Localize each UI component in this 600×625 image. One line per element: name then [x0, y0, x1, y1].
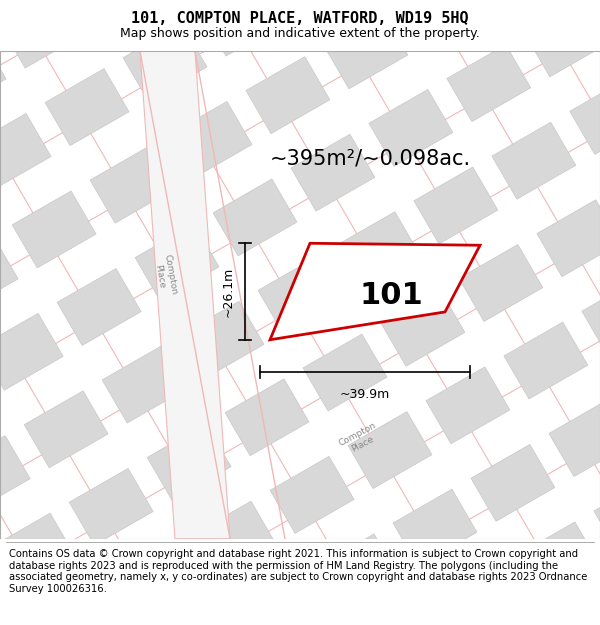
Polygon shape — [270, 456, 354, 533]
Polygon shape — [0, 114, 51, 191]
Polygon shape — [24, 391, 108, 468]
Polygon shape — [594, 477, 600, 554]
Polygon shape — [582, 278, 600, 354]
Polygon shape — [90, 146, 174, 223]
Polygon shape — [0, 313, 63, 390]
Polygon shape — [0, 513, 75, 590]
Polygon shape — [135, 224, 219, 301]
Polygon shape — [246, 57, 330, 134]
Polygon shape — [336, 212, 420, 289]
Polygon shape — [192, 501, 276, 578]
Polygon shape — [258, 256, 342, 334]
Text: 101: 101 — [359, 281, 423, 309]
Polygon shape — [114, 546, 198, 623]
Text: Compton
Place: Compton Place — [337, 421, 383, 457]
Polygon shape — [168, 101, 252, 178]
Polygon shape — [201, 0, 285, 56]
Text: ~39.9m: ~39.9m — [340, 388, 390, 401]
Polygon shape — [12, 191, 96, 268]
Text: 101, COMPTON PLACE, WATFORD, WD19 5HQ: 101, COMPTON PLACE, WATFORD, WD19 5HQ — [131, 11, 469, 26]
Polygon shape — [0, 236, 18, 312]
Polygon shape — [381, 289, 465, 366]
Polygon shape — [402, 0, 486, 44]
Polygon shape — [315, 534, 399, 611]
Text: Compton
Place: Compton Place — [152, 253, 178, 297]
Polygon shape — [180, 301, 264, 378]
Polygon shape — [369, 89, 453, 166]
Polygon shape — [393, 489, 477, 566]
Polygon shape — [459, 244, 543, 321]
Polygon shape — [525, 0, 600, 77]
Polygon shape — [213, 179, 297, 256]
Polygon shape — [414, 167, 498, 244]
Text: Contains OS data © Crown copyright and database right 2021. This information is : Contains OS data © Crown copyright and d… — [9, 549, 587, 594]
Polygon shape — [102, 346, 186, 423]
Polygon shape — [348, 412, 432, 489]
Polygon shape — [45, 69, 129, 146]
Polygon shape — [447, 45, 531, 122]
Text: ~395m²/~0.098ac.: ~395m²/~0.098ac. — [269, 149, 470, 169]
Polygon shape — [225, 379, 309, 456]
Polygon shape — [140, 51, 230, 539]
Polygon shape — [0, 0, 84, 68]
Polygon shape — [570, 78, 600, 154]
Polygon shape — [504, 322, 588, 399]
Polygon shape — [492, 122, 576, 199]
Text: ~26.1m: ~26.1m — [222, 266, 235, 317]
Polygon shape — [291, 134, 375, 211]
Polygon shape — [69, 468, 153, 545]
Polygon shape — [549, 399, 600, 476]
Polygon shape — [324, 12, 408, 89]
Polygon shape — [426, 367, 510, 444]
Polygon shape — [270, 243, 480, 340]
Polygon shape — [0, 36, 6, 113]
Polygon shape — [471, 444, 555, 521]
Text: Map shows position and indicative extent of the property.: Map shows position and indicative extent… — [120, 27, 480, 40]
Polygon shape — [537, 200, 600, 277]
Polygon shape — [147, 424, 231, 501]
Polygon shape — [123, 24, 207, 101]
Polygon shape — [57, 269, 141, 346]
Polygon shape — [516, 522, 600, 599]
Polygon shape — [0, 436, 30, 512]
Polygon shape — [303, 334, 387, 411]
